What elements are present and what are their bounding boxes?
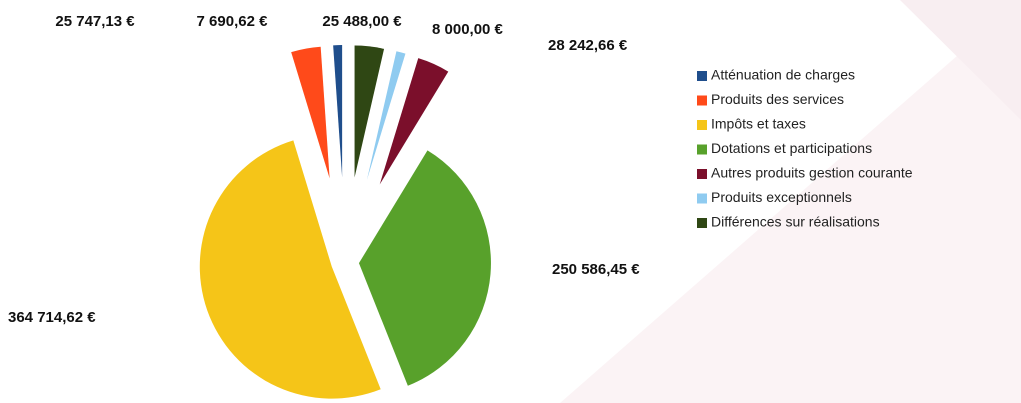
value-label: 364 714,62 € <box>8 309 96 326</box>
value-label: 25 747,13 € <box>55 13 135 30</box>
pie-slice <box>354 45 385 178</box>
legend-label: Dotations et participations <box>711 140 872 156</box>
legend-swatch <box>697 95 707 106</box>
legend-swatch <box>697 144 707 155</box>
background-shape <box>900 0 1021 120</box>
legend-label: Impôts et taxes <box>711 116 806 132</box>
legend-label: Produits exceptionnels <box>711 189 852 205</box>
background-shape <box>560 0 1021 403</box>
value-label: 25 488,00 € <box>322 13 402 30</box>
legend-swatch <box>697 169 707 179</box>
value-label: 28 242,66 € <box>548 37 628 54</box>
pie-slice <box>366 51 406 180</box>
legend-swatch <box>697 71 707 81</box>
legend-swatch <box>697 120 707 130</box>
pie-slice <box>291 46 330 179</box>
value-label: 8 000,00 € <box>432 21 504 38</box>
legend-label: Produits des services <box>711 91 844 107</box>
pie-slice <box>199 140 381 399</box>
legend-swatch <box>697 193 707 204</box>
pie-slice <box>379 58 449 185</box>
value-label: 7 690,62 € <box>197 13 269 30</box>
legend-label: Autres produits gestion courante <box>711 165 913 181</box>
legend-label: Différences sur réalisations <box>711 214 880 230</box>
pie-slice <box>358 150 491 386</box>
value-label: 250 586,45 € <box>552 261 640 278</box>
legend-swatch <box>697 218 707 228</box>
pie-slice <box>333 45 343 178</box>
legend-label: Atténuation de charges <box>711 67 855 83</box>
